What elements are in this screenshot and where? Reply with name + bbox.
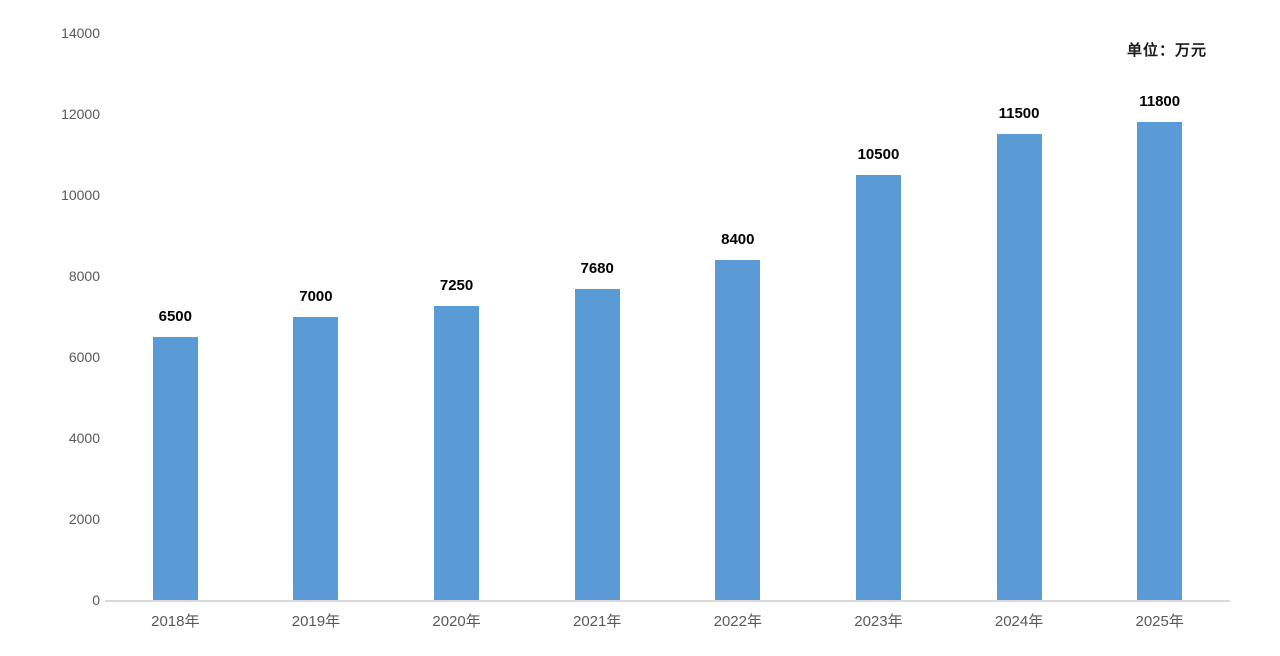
bar-value-label: 7680 <box>580 259 614 277</box>
y-tick-label: 10000 <box>61 187 100 203</box>
bar <box>293 316 339 600</box>
bar <box>715 259 761 600</box>
bar-group: 7680 <box>527 33 668 600</box>
bar-group: 7000 <box>246 33 387 600</box>
x-category-label: 2023年 <box>854 613 903 630</box>
bar-value-label: 11500 <box>998 105 1040 123</box>
x-category-label: 2018年 <box>151 613 200 630</box>
y-tick-label: 0 <box>92 592 100 608</box>
bar <box>996 134 1042 600</box>
bar <box>434 306 480 600</box>
bar <box>152 336 198 600</box>
bar-group: 7250 <box>386 33 527 600</box>
bar-group: 6500 <box>105 33 246 600</box>
bar-value-label: 6500 <box>158 307 192 325</box>
bar <box>855 174 901 600</box>
bar-group: 10500 <box>808 33 949 600</box>
plot-area: 6500 7000 7250 7680 8400 10500 11500 11800 <box>105 33 1230 602</box>
bar-value-label: 8400 <box>721 230 755 248</box>
bar-group: 11800 <box>1089 33 1230 600</box>
x-category-label: 2019年 <box>291 613 341 630</box>
y-tick-label: 8000 <box>68 268 100 284</box>
bar-value-label: 7250 <box>439 277 474 295</box>
y-tick-label: 14000 <box>61 25 100 41</box>
y-tick-label: 2000 <box>68 511 100 527</box>
y-tick-label: 6000 <box>68 349 100 365</box>
y-tick-label: 4000 <box>68 430 100 446</box>
x-category-label: 2025年 <box>1135 613 1184 630</box>
x-axis: 2018年 2019年 2020年 2021年 2022年 2023年 2024年 2025年 <box>105 610 1230 631</box>
bar <box>574 288 620 600</box>
bar-value-label: 10500 <box>857 145 900 163</box>
y-tick-label: 12000 <box>61 106 100 122</box>
x-category-label: 2021年 <box>573 613 622 630</box>
x-category-label: 2020年 <box>432 613 481 630</box>
bar-group: 8400 <box>668 33 809 600</box>
unit-label: 单位：万元 <box>1126 42 1207 59</box>
x-category-label: 2022年 <box>713 613 762 630</box>
bar <box>1137 122 1183 600</box>
x-category-label: 2024年 <box>994 613 1044 630</box>
bar-group: 11500 <box>949 33 1090 600</box>
bar-value-label: 11800 <box>1139 93 1181 111</box>
bar-value-label: 7000 <box>299 287 333 305</box>
